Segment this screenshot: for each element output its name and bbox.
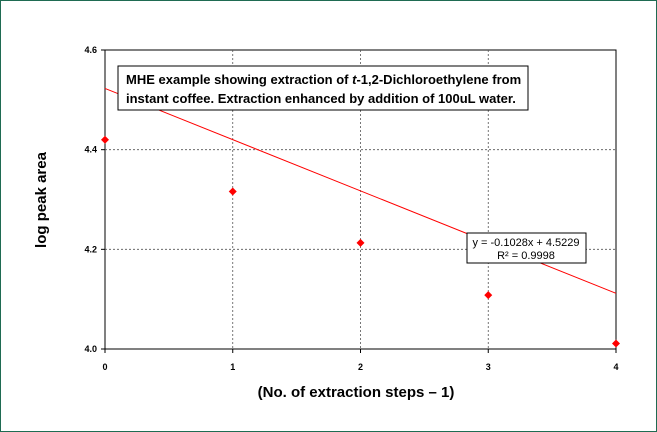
data-points: [101, 135, 620, 348]
y-axis-ticks: 4.0 4.2 4.4 4.6: [84, 45, 105, 354]
data-point: [612, 339, 620, 348]
y-axis-label: log peak area: [33, 151, 50, 248]
y-tick-label: 4.2: [84, 244, 97, 254]
data-point: [484, 291, 493, 300]
data-point: [356, 238, 365, 247]
x-axis-label: (No. of extraction steps – 1): [258, 384, 455, 401]
trendline-equation-box: y = -0.1028x + 4.5229 R² = 0.9998: [466, 232, 587, 264]
annotation-box: MHE example showing extraction of t-1,2-…: [117, 65, 529, 111]
x-tick-label: 1: [230, 362, 235, 372]
data-point: [101, 135, 109, 144]
x-tick-label: 3: [486, 362, 491, 372]
trendline-r-squared: R² = 0.9998: [497, 250, 555, 262]
y-tick-label: 4.4: [84, 145, 97, 155]
y-tick-label: 4.6: [84, 45, 97, 55]
annotation-line-1: MHE example showing extraction of t-1,2-…: [126, 72, 521, 87]
x-tick-label: 4: [613, 362, 618, 372]
data-point: [228, 187, 237, 196]
y-tick-label: 4.0: [84, 344, 97, 354]
x-tick-label: 0: [102, 362, 107, 372]
x-axis-ticks: 0 1 2 3 4: [102, 349, 619, 372]
trendline-equation: y = -0.1028x + 4.5229: [472, 237, 579, 249]
annotation-line-2: instant coffee. Extraction enhanced by a…: [126, 91, 516, 106]
x-tick-label: 2: [358, 362, 363, 372]
